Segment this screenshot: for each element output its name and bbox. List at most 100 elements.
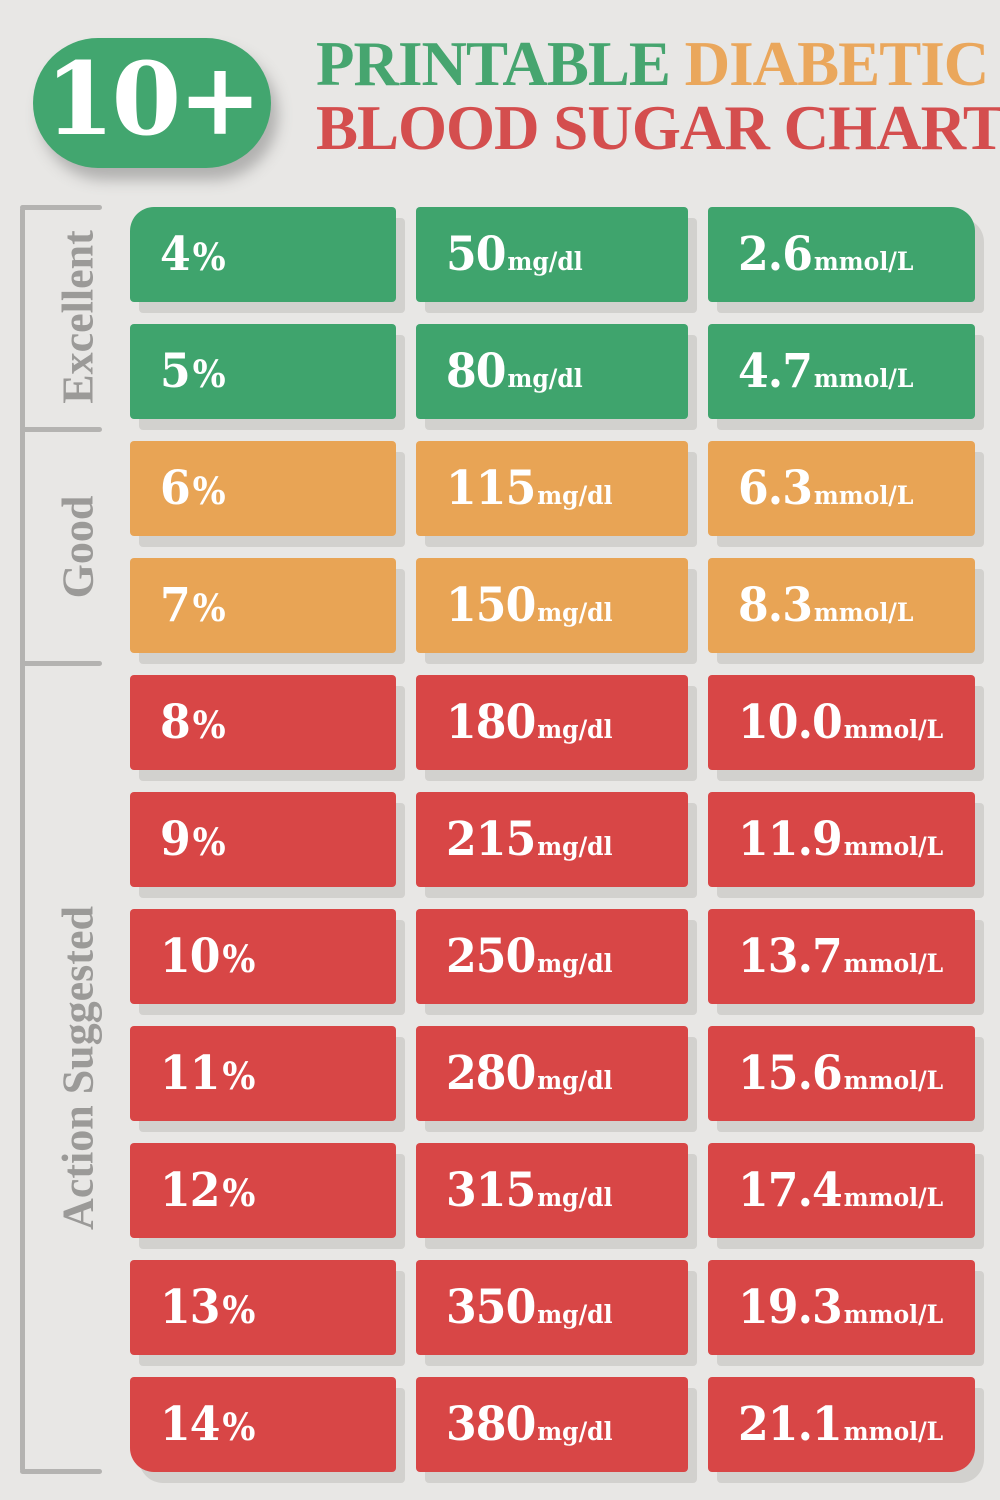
mmol-value: 11.9 xyxy=(738,812,843,867)
mgdl-unit: mg/dl xyxy=(537,481,613,510)
mmol-value: 8.3 xyxy=(738,578,813,633)
title-word-printable: PRINTABLE xyxy=(316,29,671,99)
percent-unit: % xyxy=(222,1288,256,1332)
mgdl-cell-text: 380mg/dl xyxy=(446,1397,613,1452)
mmol-unit: mmol/L xyxy=(813,598,914,627)
percent-unit: % xyxy=(222,937,256,981)
mgdl-cell-text: 115mg/dl xyxy=(446,461,613,516)
a1c-cell-text: 4% xyxy=(160,227,226,282)
percent-unit: % xyxy=(192,352,226,396)
mmol-unit: mmol/L xyxy=(843,1417,944,1446)
mmol-cell: 15.6mmol/L xyxy=(708,1026,975,1121)
a1c-cell: 12% xyxy=(130,1143,396,1238)
percent-unit: % xyxy=(222,1171,256,1215)
mmol-cell-text: 13.7mmol/L xyxy=(738,929,943,984)
a1c-cell-text: 7% xyxy=(160,578,226,633)
mgdl-cell-text: 315mg/dl xyxy=(446,1163,613,1218)
mmol-unit: mmol/L xyxy=(813,481,914,510)
mgdl-cell: 380mg/dl xyxy=(416,1377,688,1472)
mmol-cell: 13.7mmol/L xyxy=(708,909,975,1004)
percent-unit: % xyxy=(222,1054,256,1098)
mmol-value: 13.7 xyxy=(738,929,843,984)
percent-unit: % xyxy=(192,820,226,864)
a1c-cell: 6% xyxy=(130,441,396,536)
a1c-cell: 9% xyxy=(130,792,396,887)
mmol-cell: 21.1mmol/L xyxy=(708,1377,975,1472)
mgdl-unit: mg/dl xyxy=(537,1066,613,1095)
mgdl-value: 380 xyxy=(446,1397,536,1452)
mmol-cell-text: 6.3mmol/L xyxy=(738,461,913,516)
mgdl-unit: mg/dl xyxy=(507,364,583,393)
a1c-cell-text: 6% xyxy=(160,461,226,516)
a1c-cell-text: 12% xyxy=(160,1163,255,1218)
mgdl-cell-text: 150mg/dl xyxy=(446,578,613,633)
mgdl-cell-text: 80mg/dl xyxy=(446,344,583,399)
mgdl-cell-text: 250mg/dl xyxy=(446,929,613,984)
a1c-value: 14 xyxy=(160,1397,221,1452)
mmol-value: 4.7 xyxy=(738,344,813,399)
mgdl-cell: 250mg/dl xyxy=(416,909,688,1004)
category-rail: Excellent Good Action Suggested xyxy=(0,205,130,1474)
mmol-cell: 4.7mmol/L xyxy=(708,324,975,419)
mgdl-cell: 315mg/dl xyxy=(416,1143,688,1238)
a1c-value: 8 xyxy=(160,695,191,750)
a1c-cell: 8% xyxy=(130,675,396,770)
mmol-cell-text: 11.9mmol/L xyxy=(738,812,943,867)
a1c-value: 9 xyxy=(160,812,191,867)
mgdl-cell: 150mg/dl xyxy=(416,558,688,653)
bracket-line xyxy=(20,207,25,1472)
mmol-value: 19.3 xyxy=(738,1280,843,1335)
a1c-cell-text: 14% xyxy=(160,1397,255,1452)
mmol-value: 10.0 xyxy=(738,695,843,750)
a1c-cell: 4% xyxy=(130,207,396,302)
title-word-diabetic: DIABETIC xyxy=(684,29,990,99)
mgdl-value: 180 xyxy=(446,695,536,750)
mgdl-unit: mg/dl xyxy=(537,598,613,627)
mgdl-value: 150 xyxy=(446,578,536,633)
mgdl-value: 350 xyxy=(446,1280,536,1335)
a1c-cell-text: 11% xyxy=(160,1046,255,1101)
mgdl-unit: mg/dl xyxy=(507,247,583,276)
mmol-cell: 10.0mmol/L xyxy=(708,675,975,770)
a1c-cell: 13% xyxy=(130,1260,396,1355)
mmol-cell-text: 8.3mmol/L xyxy=(738,578,913,633)
mmol-unit: mmol/L xyxy=(843,1300,944,1329)
a1c-value: 4 xyxy=(160,227,191,282)
mgdl-cell: 280mg/dl xyxy=(416,1026,688,1121)
mgdl-cell-text: 280mg/dl xyxy=(446,1046,613,1101)
a1c-cell-text: 8% xyxy=(160,695,226,750)
mmol-cell: 11.9mmol/L xyxy=(708,792,975,887)
a1c-value: 7 xyxy=(160,578,191,633)
a1c-cell: 5% xyxy=(130,324,396,419)
a1c-value: 12 xyxy=(160,1163,221,1218)
a1c-cell-text: 10% xyxy=(160,929,255,984)
mgdl-unit: mg/dl xyxy=(537,1183,613,1212)
mmol-value: 21.1 xyxy=(738,1397,843,1452)
mgdl-value: 215 xyxy=(446,812,536,867)
title-line1: PRINTABLE DIABETIC xyxy=(316,32,1000,96)
section-label-action-suggested: Action Suggested xyxy=(53,906,103,1230)
section-label-good: Good xyxy=(53,495,103,599)
mgdl-unit: mg/dl xyxy=(537,1417,613,1446)
percent-unit: % xyxy=(222,1405,256,1449)
mgdl-value: 315 xyxy=(446,1163,536,1218)
mgdl-cell: 215mg/dl xyxy=(416,792,688,887)
mgdl-cell-text: 50mg/dl xyxy=(446,227,583,282)
count-badge-label: 10+ xyxy=(45,40,262,158)
poster-title: PRINTABLE DIABETIC BLOOD SUGAR CHART xyxy=(316,32,1000,160)
mmol-unit: mmol/L xyxy=(813,247,914,276)
mgdl-unit: mg/dl xyxy=(537,832,613,861)
mmol-cell-text: 15.6mmol/L xyxy=(738,1046,943,1101)
mmol-cell-text: 2.6mmol/L xyxy=(738,227,913,282)
percent-unit: % xyxy=(192,586,226,630)
a1c-cell: 14% xyxy=(130,1377,396,1472)
mgdl-cell: 50mg/dl xyxy=(416,207,688,302)
a1c-cell: 7% xyxy=(130,558,396,653)
mgdl-value: 50 xyxy=(446,227,507,282)
mgdl-cell: 115mg/dl xyxy=(416,441,688,536)
title-line2: BLOOD SUGAR CHART xyxy=(316,93,1000,163)
mmol-cell: 6.3mmol/L xyxy=(708,441,975,536)
a1c-value: 11 xyxy=(160,1046,221,1101)
mmol-unit: mmol/L xyxy=(843,715,944,744)
